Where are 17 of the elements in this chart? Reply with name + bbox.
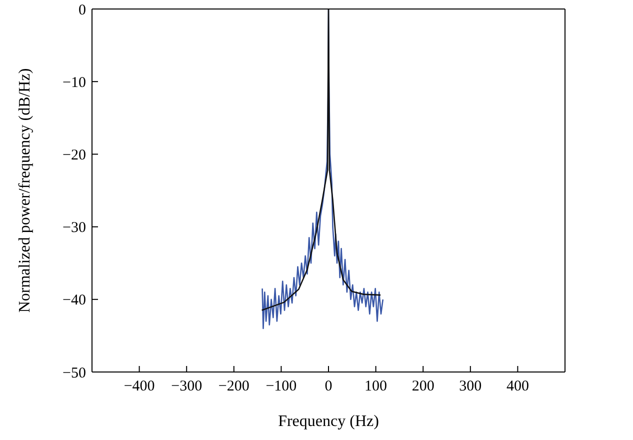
y-axis-title: Normalized power/frequency (dB/Hz) (16, 68, 34, 313)
y-tick-label: −40 (62, 292, 86, 309)
x-axis-title: Frequency (Hz) (278, 413, 379, 430)
x-tick-label: −100 (266, 378, 297, 395)
x-tick-label: 0 (324, 378, 332, 395)
x-tick-label: −400 (124, 378, 155, 395)
y-tick-label: −10 (62, 74, 86, 91)
x-tick-label: 200 (412, 378, 434, 395)
x-tick-label: 100 (364, 378, 388, 395)
y-tick-label: −50 (62, 365, 86, 382)
x-tick-label: 400 (506, 378, 529, 395)
y-tick-label: −30 (62, 220, 86, 236)
x-tick-label: −300 (171, 378, 202, 395)
x-tick-label: 300 (459, 378, 482, 395)
x-tick-label: −200 (218, 378, 250, 395)
y-tick-label: 0 (78, 2, 86, 18)
y-tick-label: −20 (62, 148, 86, 164)
